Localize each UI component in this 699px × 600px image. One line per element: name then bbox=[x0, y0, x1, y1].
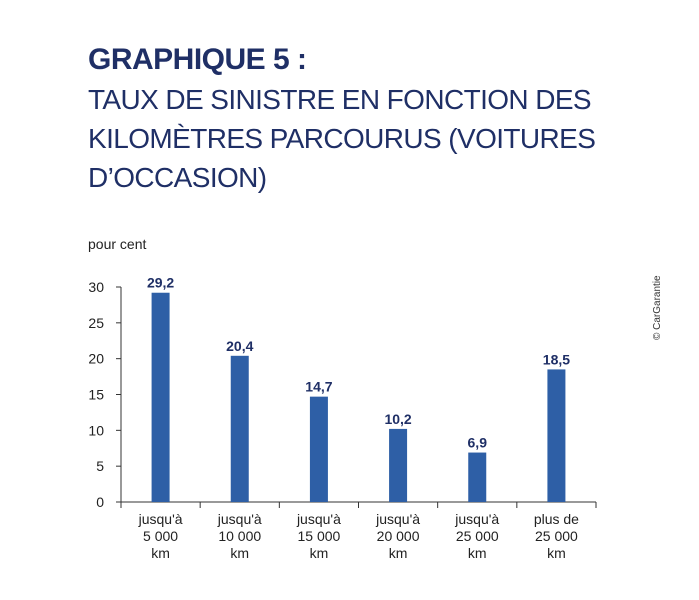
bar-value-label: 29,2 bbox=[147, 275, 174, 291]
y-tick-label: 5 bbox=[96, 458, 104, 474]
chart-subtitle: TAUX DE SINISTRE EN FONCTION DES KILOMÈT… bbox=[88, 84, 596, 193]
x-category-label: 25 000 bbox=[456, 528, 499, 544]
x-category-label: jusqu'à bbox=[217, 511, 262, 527]
x-category-label: jusqu'à bbox=[454, 511, 499, 527]
x-category-label: km bbox=[230, 545, 249, 561]
y-tick-label: 20 bbox=[88, 351, 104, 367]
x-category-label: km bbox=[389, 545, 408, 561]
x-category-label: 10 000 bbox=[218, 528, 261, 544]
bar-value-label: 20,4 bbox=[226, 338, 253, 354]
bar-value-label: 14,7 bbox=[305, 379, 332, 395]
bar bbox=[468, 452, 487, 502]
bar-value-label: 6,9 bbox=[468, 435, 488, 451]
x-category-label: jusqu'à bbox=[296, 511, 341, 527]
y-tick-label: 15 bbox=[88, 387, 104, 403]
x-category-label: km bbox=[151, 545, 170, 561]
x-category-label: plus de bbox=[534, 511, 579, 527]
x-category-label: 5 000 bbox=[143, 528, 178, 544]
bar bbox=[230, 355, 249, 502]
x-category-label: km bbox=[547, 545, 566, 561]
x-category-label: 25 000 bbox=[535, 528, 578, 544]
x-category-label: jusqu'à bbox=[375, 511, 420, 527]
chart-title: GRAPHIQUE 5 : bbox=[88, 43, 307, 76]
bar bbox=[309, 396, 328, 502]
x-category-label: 15 000 bbox=[298, 528, 341, 544]
bar-value-label: 18,5 bbox=[543, 351, 570, 367]
x-category-label: km bbox=[468, 545, 487, 561]
bar bbox=[389, 428, 408, 502]
y-tick-label: 30 bbox=[88, 279, 104, 295]
y-axis-unit-label: pour cent bbox=[88, 236, 147, 252]
y-tick-label: 0 bbox=[96, 494, 104, 510]
bar bbox=[151, 292, 170, 502]
x-category-label: jusqu'à bbox=[138, 511, 183, 527]
x-category-label: km bbox=[310, 545, 329, 561]
x-category-label: 20 000 bbox=[377, 528, 420, 544]
bar-value-label: 10,2 bbox=[384, 411, 411, 427]
y-tick-label: 25 bbox=[88, 315, 104, 331]
chart-title-block: GRAPHIQUE 5 : TAUX DE SINISTRE EN FONCTI… bbox=[88, 40, 668, 197]
y-tick-label: 10 bbox=[88, 422, 104, 438]
bar bbox=[547, 369, 566, 502]
